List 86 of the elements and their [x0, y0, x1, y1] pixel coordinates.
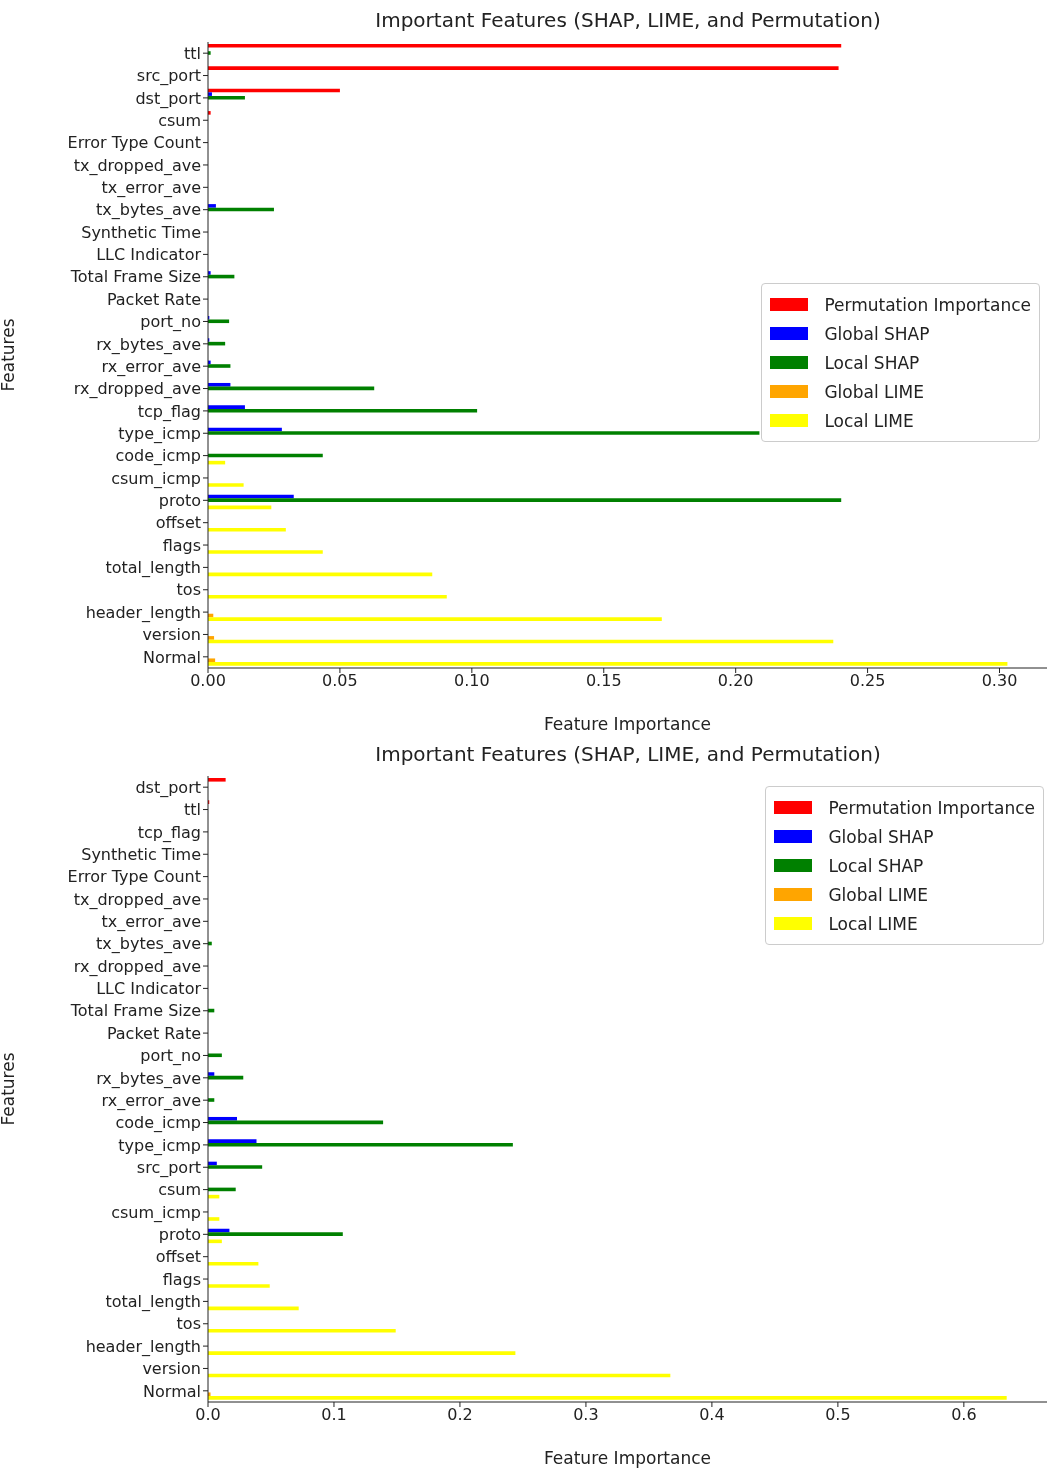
y-tick-label: csum_icmp — [111, 468, 201, 489]
y-tick-label: type_icmp — [118, 1135, 201, 1156]
legend-label: Local LIME — [824, 410, 914, 431]
y-tick-label: csum_icmp — [111, 1202, 201, 1223]
y-axis-title: Features — [0, 318, 19, 392]
legend-label: Global SHAP — [824, 323, 930, 344]
y-tick-label: tcp_flag — [137, 822, 201, 843]
y-tick-label: src_port — [136, 1157, 201, 1178]
legend-label: Local SHAP — [828, 855, 924, 876]
y-tick-label: tx_error_ave — [101, 178, 201, 198]
x-tick-label: 0.00 — [190, 671, 226, 691]
y-tick-label: tx_bytes_ave — [96, 934, 201, 955]
y-tick-label: tos — [176, 580, 201, 600]
x-axis-title: Feature Importance — [543, 714, 712, 734]
x-tick-label: 0.10 — [454, 671, 490, 691]
y-tick-label: tcp_flag — [137, 401, 201, 422]
y-tick-label: tx_dropped_ave — [73, 889, 201, 910]
legend-label: Permutation Importance — [828, 797, 1035, 818]
y-tick-label: Synthetic Time — [81, 844, 201, 864]
y-tick-label: Error Type Count — [67, 133, 201, 153]
y-tick-label: tos — [176, 1314, 201, 1334]
y-tick-label: tx_dropped_ave — [73, 155, 201, 176]
y-tick-label: rx_error_ave — [101, 1090, 201, 1111]
y-tick-label: header_length — [85, 1336, 201, 1357]
y-tick-label: code_icmp — [115, 446, 201, 467]
x-tick-label: 0.0 — [195, 1405, 221, 1425]
y-tick-label: flags — [162, 1269, 201, 1289]
y-tick-label: rx_error_ave — [101, 356, 201, 377]
chart-title: Important Features (SHAP, LIME, and Permutation) — [374, 742, 882, 766]
y-tick-label: code_icmp — [115, 1113, 201, 1134]
x-axis-title: Feature Importance — [543, 1448, 712, 1468]
y-tick-label: LLC Indicator — [96, 979, 202, 999]
y-tick-label: Error Type Count — [67, 867, 201, 887]
y-tick-label: Normal — [143, 647, 201, 667]
y-tick-label: flags — [162, 535, 201, 555]
y-tick-label: total_length — [105, 1292, 201, 1313]
y-tick-label: Synthetic Time — [81, 222, 201, 242]
y-tick-label: rx_dropped_ave — [73, 379, 201, 400]
y-tick-label: Total Frame Size — [69, 1001, 201, 1021]
x-tick-label: 0.5 — [825, 1405, 851, 1425]
y-tick-label: header_length — [85, 602, 201, 623]
x-tick-label: 0.2 — [447, 1405, 473, 1425]
y-tick-label: port_no — [140, 312, 201, 333]
y-tick-label: proto — [158, 1225, 201, 1244]
y-tick-label: LLC Indicator — [96, 245, 202, 265]
y-tick-label: proto — [158, 491, 201, 510]
x-tick-label: 0.4 — [699, 1405, 725, 1425]
legend-label: Global LIME — [824, 381, 924, 402]
y-tick-label: csum — [158, 1180, 201, 1200]
x-tick-label: 0.25 — [849, 671, 886, 691]
y-tick-label: version — [142, 625, 201, 645]
y-tick-label: ttl — [184, 800, 201, 820]
y-tick-label: port_no — [140, 1046, 201, 1067]
x-tick-label: 0.05 — [322, 671, 358, 691]
y-tick-label: total_length — [105, 558, 201, 579]
y-tick-label: src_port — [136, 66, 201, 87]
y-tick-label: Normal — [143, 1381, 201, 1401]
x-tick-label: 0.6 — [951, 1405, 977, 1425]
x-tick-label: 0.30 — [981, 671, 1018, 691]
y-axis-title: Features — [0, 1052, 19, 1126]
y-tick-label: csum — [158, 110, 201, 130]
y-tick-label: rx_bytes_ave — [96, 334, 201, 355]
x-tick-label: 0.20 — [717, 671, 754, 691]
legend-label: Local LIME — [828, 913, 918, 934]
y-tick-label: rx_bytes_ave — [96, 1068, 201, 1089]
y-tick-label: tx_error_ave — [101, 912, 201, 932]
x-tick-label: 0.15 — [585, 671, 622, 691]
y-tick-label: dst_port — [135, 88, 201, 109]
y-tick-label: version — [142, 1359, 201, 1379]
y-tick-label: type_icmp — [118, 423, 201, 444]
x-tick-label: 0.1 — [321, 1405, 347, 1425]
y-tick-label: Total Frame Size — [69, 267, 201, 287]
y-tick-label: dst_port — [135, 777, 201, 798]
legend-label: Global LIME — [828, 884, 928, 905]
y-tick-label: Packet Rate — [106, 1023, 201, 1043]
y-tick-label: offset — [155, 513, 201, 533]
legend-label: Global SHAP — [828, 826, 934, 847]
legend-label: Permutation Importance — [824, 294, 1031, 315]
x-tick-label: 0.3 — [573, 1405, 599, 1425]
y-tick-label: Packet Rate — [106, 289, 201, 309]
chart-title: Important Features (SHAP, LIME, and Permutation) — [374, 8, 882, 32]
y-tick-label: ttl — [184, 43, 201, 63]
legend-label: Local SHAP — [824, 352, 920, 373]
y-tick-label: rx_dropped_ave — [73, 956, 201, 977]
y-tick-label: tx_bytes_ave — [96, 200, 201, 221]
y-tick-label: offset — [155, 1247, 201, 1267]
